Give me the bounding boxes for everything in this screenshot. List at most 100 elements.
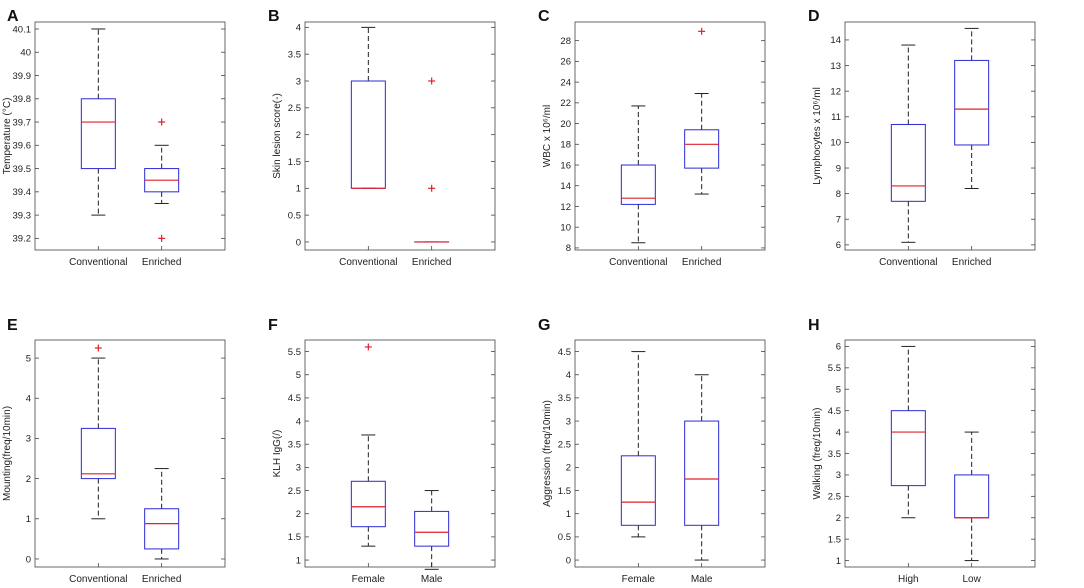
- iqr-box: [620, 164, 656, 205]
- y-tick-label: 13: [830, 61, 841, 72]
- y-tick-label: 0: [296, 237, 301, 248]
- panel-letter: B: [268, 8, 280, 25]
- y-tick-label: 18: [560, 140, 571, 151]
- y-tick-label: 4.5: [288, 393, 301, 404]
- iqr-box: [80, 427, 116, 480]
- outlier-marker: [158, 234, 166, 242]
- box-female: [350, 343, 386, 547]
- plot-frame: [34, 339, 226, 568]
- panel-letter: H: [808, 317, 820, 334]
- panel-c: C 8 10 12 14 16 18 20 22 24 26 28 WBC x 10⁶/ml Conven…: [538, 8, 766, 268]
- outlier-marker: [428, 77, 436, 85]
- box-female: [620, 351, 656, 538]
- panel-letter: A: [7, 8, 19, 25]
- x-category-label: Enriched: [142, 257, 181, 268]
- y-axis-label: Walking (freq/10min): [812, 408, 823, 500]
- x-category-label: Conventional: [339, 257, 397, 268]
- outlier-marker: [94, 344, 102, 352]
- y-tick-label: 6: [836, 342, 841, 353]
- y-tick-label: 4: [296, 416, 301, 427]
- y-tick-label: 10: [830, 138, 841, 149]
- iqr-box: [414, 510, 450, 547]
- outlier-marker: [698, 27, 706, 35]
- y-tick-label: 0: [26, 554, 31, 565]
- y-tick-label: 1: [26, 514, 31, 525]
- y-tick-label: 4: [296, 23, 301, 34]
- iqr-box: [954, 59, 990, 146]
- y-axis-label: KLH IgG(/): [272, 430, 283, 478]
- y-tick-label: 5.5: [288, 347, 301, 358]
- y-tick-label: 3: [296, 76, 301, 87]
- y-tick-label: 1: [566, 509, 571, 520]
- y-axis-label: Temperature (°C): [2, 98, 13, 175]
- panel-letter: F: [268, 317, 278, 334]
- y-tick-label: 1.5: [828, 534, 841, 545]
- y-axis-label: Mounting(freq/10min): [2, 406, 13, 501]
- y-tick-label: 3.5: [828, 449, 841, 460]
- y-tick-label: 14: [560, 181, 571, 192]
- y-tick-label: 5: [26, 353, 31, 364]
- iqr-box: [620, 455, 656, 526]
- y-tick-label: 39.8: [13, 94, 32, 105]
- y-tick-label: 39.3: [13, 210, 32, 221]
- panel-d: D 6 7 8 9 10 11 12 13 14 Lymphocytes x 10⁶/ml Conve…: [808, 8, 1036, 268]
- y-tick-label: 8: [566, 243, 571, 254]
- y-tick-label: 0: [566, 555, 571, 566]
- y-tick-label: 2: [26, 474, 31, 485]
- y-tick-label: 3: [836, 470, 841, 481]
- x-category-label: Enriched: [412, 257, 451, 268]
- iqr-box: [144, 508, 180, 550]
- x-category-label: Conventional: [879, 257, 937, 268]
- y-tick-label: 39.6: [13, 141, 32, 152]
- iqr-box: [954, 474, 990, 519]
- y-tick-label: 2.5: [558, 440, 571, 451]
- y-tick-label: 7: [836, 215, 841, 226]
- y-tick-label: 4.5: [558, 347, 571, 358]
- box-high: [890, 345, 926, 519]
- x-category-label: Conventional: [69, 574, 127, 585]
- panel-letter: G: [538, 317, 550, 334]
- y-tick-label: 0.5: [558, 532, 571, 543]
- y-tick-label: 26: [560, 57, 571, 68]
- y-tick-label: 39.5: [13, 164, 32, 175]
- y-tick-label: 4: [566, 370, 571, 381]
- iqr-box: [684, 420, 720, 526]
- y-tick-label: 9: [836, 163, 841, 174]
- y-tick-label: 39.7: [13, 117, 32, 128]
- y-tick-label: 11: [831, 112, 841, 123]
- panel-letter: E: [7, 317, 18, 334]
- panel-a: A 39.2 39.3 39.4 39.5 39.6 39.7 39.8 39.9 40 40.1 T…: [2, 8, 226, 268]
- y-tick-label: 2: [566, 463, 571, 474]
- iqr-box: [350, 480, 386, 528]
- plot-frame: [34, 21, 226, 251]
- y-tick-label: 3: [26, 434, 31, 445]
- y-tick-label: 4: [836, 427, 841, 438]
- y-tick-label: 3.5: [288, 49, 301, 60]
- box-conventional: [80, 344, 116, 520]
- y-tick-label: 40: [20, 48, 31, 59]
- y-tick-label: 3: [566, 416, 571, 427]
- y-tick-label: 10: [560, 223, 571, 234]
- y-tick-label: 3: [296, 463, 301, 474]
- outlier-marker: [364, 343, 372, 351]
- y-tick-label: 5: [296, 370, 301, 381]
- y-tick-label: 1.5: [558, 486, 571, 497]
- panel-e: E 0 1 2 3 4 5 Mounting(freq/10min) Conventional E…: [2, 317, 226, 585]
- box-conventional: [80, 28, 116, 216]
- x-category-label: Conventional: [69, 257, 127, 268]
- y-tick-label: 39.2: [13, 234, 32, 245]
- box-male: [684, 374, 720, 561]
- y-tick-label: 28: [560, 36, 571, 47]
- y-tick-label: 22: [560, 98, 571, 109]
- box-conventional: [890, 44, 926, 243]
- y-tick-label: 0.5: [288, 210, 301, 221]
- box-enriched: [144, 118, 180, 242]
- x-category-label: High: [898, 574, 919, 585]
- x-category-label: Female: [622, 574, 656, 585]
- iqr-box: [350, 80, 386, 189]
- panel-b: B 0 0.5 1 1.5 2 2.5 3 3.5 4 Skin lesion score(-) Co…: [268, 8, 496, 268]
- plot-frame: [304, 21, 496, 251]
- x-category-label: Male: [421, 574, 443, 585]
- y-axis-label: Aggression (freq/10min): [542, 400, 553, 507]
- outlier-marker: [428, 184, 436, 192]
